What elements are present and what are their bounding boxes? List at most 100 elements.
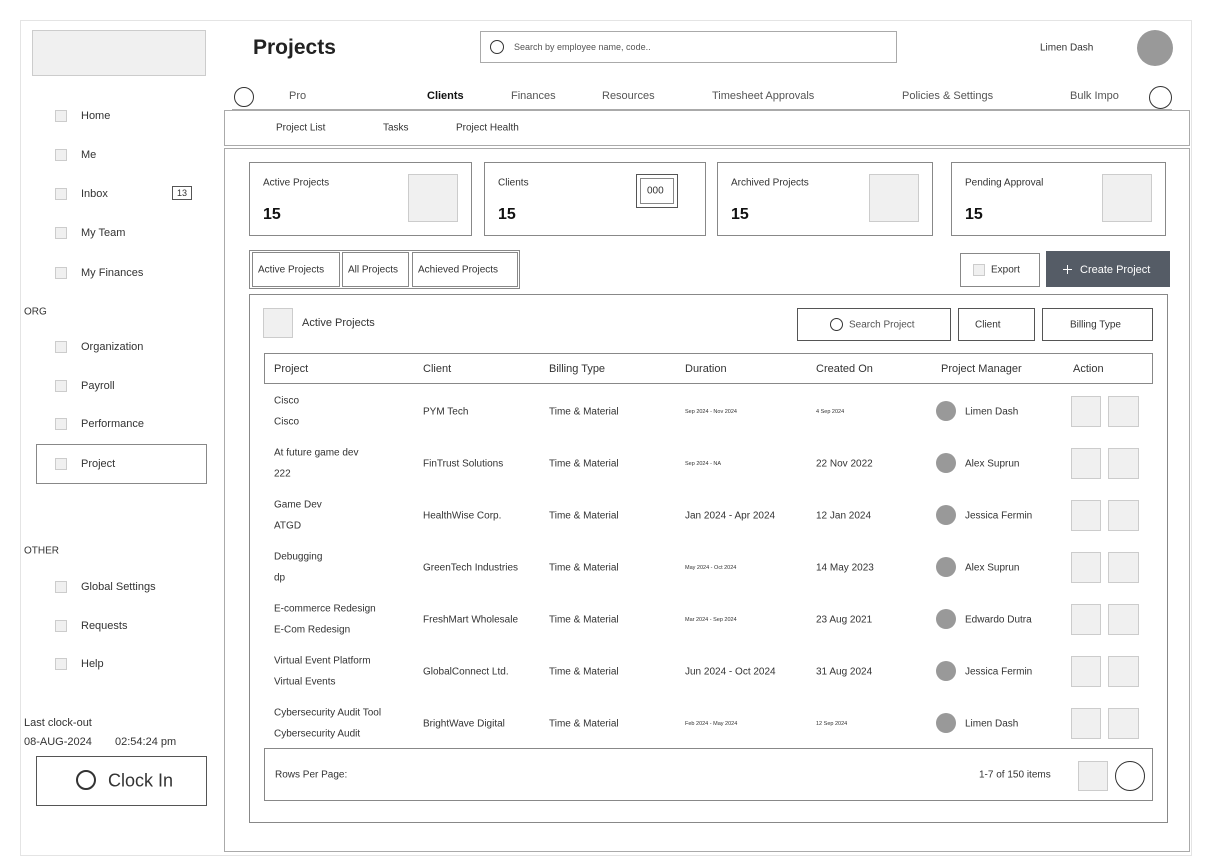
created-on: 12 Sep 2024 <box>816 721 848 727</box>
nav-item[interactable]: Inbox <box>81 188 108 200</box>
nav-icon <box>55 110 67 122</box>
nav-icon <box>55 149 67 161</box>
action-edit[interactable] <box>1071 396 1101 427</box>
nav-item[interactable]: Payroll <box>81 380 115 392</box>
duration: Jan 2024 - Apr 2024 <box>685 510 776 522</box>
tab[interactable]: Clients <box>427 90 464 102</box>
action-edit[interactable] <box>1071 604 1101 635</box>
client: FreshMart Wholesale <box>423 614 519 626</box>
filter-tab-label: Active Projects <box>258 264 325 276</box>
panel-search-icon <box>830 318 843 331</box>
create-label: Create Project <box>1080 264 1151 276</box>
subtab[interactable]: Tasks <box>383 122 409 134</box>
nav-icon <box>55 658 67 670</box>
duration: Sep 2024 - NA <box>685 461 722 467</box>
filter-tab-label: All Projects <box>348 264 399 276</box>
project-name: Cybersecurity Audit Tool <box>274 707 382 719</box>
nav-item[interactable]: Global Settings <box>81 581 156 593</box>
panel-search-label: Search Project <box>849 319 915 331</box>
section-heading: OTHER <box>24 545 59 557</box>
page-size <box>1078 761 1108 791</box>
project-name: At future game dev <box>274 447 359 459</box>
search-icon <box>490 40 504 54</box>
column-header: Billing Type <box>549 363 606 375</box>
tab[interactable]: Timesheet Approvals <box>712 90 815 102</box>
nav-item[interactable]: Performance <box>81 418 144 430</box>
action-delete[interactable] <box>1108 500 1139 531</box>
manager-name: Edwardo Dutra <box>965 614 1032 626</box>
action-delete[interactable] <box>1108 604 1139 635</box>
tab[interactable]: Resources <box>602 90 655 102</box>
manager-avatar <box>936 505 956 525</box>
nav-item[interactable]: Me <box>81 149 97 161</box>
avatar[interactable] <box>1137 30 1173 66</box>
tab[interactable]: Pro <box>289 90 307 102</box>
action-edit[interactable] <box>1071 552 1101 583</box>
clock-in-label: Clock In <box>108 770 174 791</box>
tab[interactable]: Policies & Settings <box>902 90 994 102</box>
client-filter[interactable] <box>958 308 1035 341</box>
stat-label: Active Projects <box>263 177 330 189</box>
action-edit[interactable] <box>1071 708 1101 739</box>
billing-type: Time & Material <box>549 718 619 730</box>
project-code: dp <box>274 572 286 584</box>
project-name: Cisco <box>274 395 300 407</box>
subtab[interactable]: Project List <box>276 122 326 134</box>
nav-item[interactable]: Home <box>81 110 111 122</box>
stat-label: Clients <box>498 177 529 189</box>
tab[interactable]: Finances <box>511 90 556 102</box>
action-delete[interactable] <box>1108 656 1139 687</box>
clock-date: 08-AUG-2024 <box>24 736 92 748</box>
panel-icon <box>263 308 293 338</box>
nav-item[interactable]: Organization <box>81 341 144 353</box>
nav-icon <box>55 458 67 470</box>
manager-name: Jessica Fermin <box>965 666 1033 678</box>
nav-item[interactable]: Requests <box>81 620 128 632</box>
billing-filter[interactable] <box>1042 308 1153 341</box>
panel-search[interactable] <box>797 308 951 341</box>
action-edit[interactable] <box>1071 500 1101 531</box>
client: PYM Tech <box>423 406 469 418</box>
nav-icon <box>55 188 67 200</box>
project-code: 222 <box>274 468 291 480</box>
stat-value: 15 <box>263 206 281 223</box>
tab-next[interactable] <box>1149 86 1172 109</box>
column-header: Project Manager <box>941 363 1022 375</box>
duration: Jun 2024 - Oct 2024 <box>685 666 776 678</box>
tab[interactable]: Bulk Impo <box>1070 90 1119 102</box>
action-edit[interactable] <box>1071 656 1101 687</box>
stat-value: 15 <box>498 206 516 223</box>
filter-tab[interactable] <box>342 252 409 287</box>
export-icon <box>973 264 985 276</box>
billing-filter-label: Billing Type <box>1070 319 1121 331</box>
clients-badge-box <box>636 174 678 208</box>
search-placeholder: Search by employee name, code.. <box>514 42 651 52</box>
page-next[interactable] <box>1115 761 1145 791</box>
action-edit[interactable] <box>1071 448 1101 479</box>
nav-icon <box>55 620 67 632</box>
clock-in-button[interactable] <box>36 756 207 806</box>
stat-label: Pending Approval <box>965 177 1044 189</box>
filter-tab[interactable] <box>412 252 518 287</box>
global-search[interactable] <box>480 31 897 63</box>
subtab[interactable]: Project Health <box>456 122 519 134</box>
create-plus-v <box>1067 265 1068 274</box>
stat-value: 15 <box>731 206 749 223</box>
action-delete[interactable] <box>1108 708 1139 739</box>
nav-icon <box>55 581 67 593</box>
action-delete[interactable] <box>1108 396 1139 427</box>
nav-item[interactable]: My Team <box>81 227 126 239</box>
tab-prev[interactable] <box>234 87 254 107</box>
clients-badge-inner <box>640 178 674 204</box>
action-delete[interactable] <box>1108 448 1139 479</box>
project-code: ATGD <box>274 520 302 532</box>
nav-item[interactable]: Help <box>81 658 104 670</box>
action-delete[interactable] <box>1108 552 1139 583</box>
created-on: 31 Aug 2024 <box>816 666 873 678</box>
nav-item[interactable]: Project <box>81 458 116 470</box>
nav-item[interactable]: My Finances <box>81 267 144 279</box>
stat-image <box>408 174 458 222</box>
filter-tab[interactable] <box>252 252 340 287</box>
table-header <box>264 353 1153 384</box>
